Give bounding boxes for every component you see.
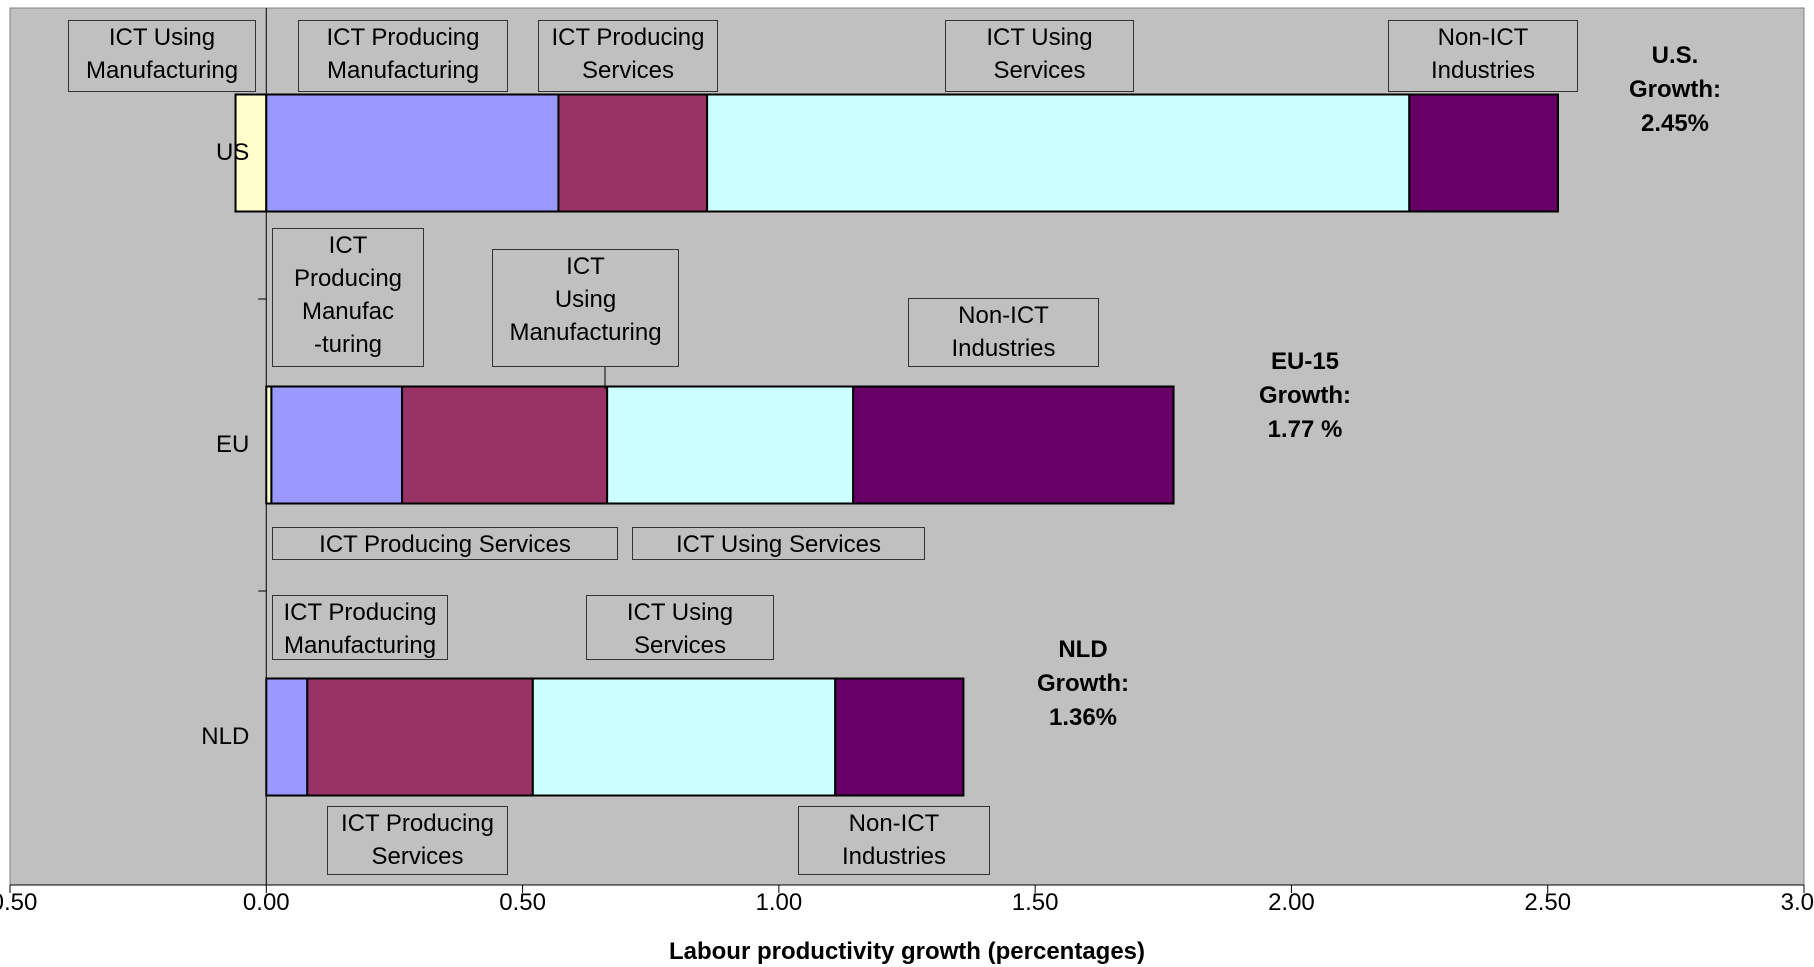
category-label: NLD [201,723,250,750]
annotation-line: ICT Producing [326,24,480,51]
annotation-line: Manufacturing [509,319,662,346]
annotation-box: ICT Producing Services [538,20,718,92]
annotation-line: Manufac [301,298,395,325]
growth-label-line: EU-15 [1270,348,1340,375]
annotation-box: Non-ICT Industries [1388,20,1578,92]
x-tick-label: 0.50 [499,889,546,916]
annotation-line: Manufacturing [283,632,437,659]
growth-label-line: U.S. [1651,42,1699,69]
annotation-box: Non-ICT Industries [798,806,990,875]
annotation-line: ICT Producing [341,810,494,837]
annotation-line: ICT Using [626,599,734,626]
growth-label-line: Growth: [1629,76,1721,103]
annotation-box: ICT Producing Services [327,806,508,875]
annotation-box: ICT Producing Manufacturing [298,20,508,92]
bar-segment [606,385,855,505]
annotation-line: Industries [841,843,947,870]
bar-segment [834,677,965,797]
bar-segment [557,93,709,213]
x-tick-label: 1.00 [755,889,803,916]
annotation-line: ICT Using Services [676,531,881,558]
annotation-line: ICT Using [986,24,1093,51]
annotation-line: -turing [313,331,383,358]
growth-label-line: Growth: [1259,382,1351,409]
bar-segment [306,677,534,797]
annotation-box: ICT Using Manufacturing [492,249,679,367]
bar-segment [531,677,837,797]
x-tick-label: -0.50 [0,889,38,916]
x-tick-label: 3.00 [1780,889,1814,916]
annotation-box: Non-ICT Industries [908,298,1099,367]
annotation-line: Services [633,632,727,659]
bar-segment [706,93,1411,213]
annotation-box: ICT Using Services [632,527,925,560]
annotation-line: ICT [328,232,368,259]
annotation-box: ICT Producing Manufac -turing [272,228,424,367]
annotation-line: ICT Producing Services [319,531,571,558]
annotation-line: ICT [566,253,605,280]
annotation-box: ICT Using Services [945,20,1134,92]
growth-label: NLD Growth: 1.36% [1003,633,1163,735]
annotation-line: Manufacturing [85,57,239,84]
annotation-line: Industries [1430,57,1536,84]
annotation-line: Producing [293,265,403,292]
x-tick-label: 2.00 [1268,889,1315,916]
annotation-line: Manufacturing [326,57,480,84]
annotation-line: Industries [951,335,1056,362]
annotation-line: Non-ICT [1437,24,1529,51]
annotation-line: ICT Producing [551,24,705,51]
growth-label: U.S. Growth: 2.45% [1595,39,1755,141]
bar-segment [1408,93,1559,213]
bar-segment [852,385,1175,505]
growth-label-line: NLD [1058,636,1108,663]
x-tick-label: 1.50 [1011,889,1059,916]
annotation-box: ICT Producing Manufacturing [272,595,448,660]
category-label: EU [215,431,250,458]
annotation-box: ICT Producing Services [272,527,618,560]
annotation-line: Services [581,57,675,84]
bar-segment [401,385,609,505]
annotation-line: Using [554,286,617,313]
bar-segment [234,93,268,213]
annotation-line: ICT Producing [283,599,437,626]
bar-segment [265,677,309,797]
annotation-line: ICT Using [108,24,216,51]
x-axis-title: Labour productivity growth (percentages) [668,938,1146,965]
annotation-line: Non-ICT [958,302,1049,329]
annotation-line: Non-ICT [848,810,940,837]
category-label: US [215,139,250,166]
bar-segment [270,385,404,505]
growth-label-line: Growth: [1037,670,1129,697]
annotation-box: ICT Using Services [586,595,774,660]
annotation-box: ICT Using Manufacturing [68,20,256,92]
growth-label: EU-15 Growth: 1.77 % [1225,345,1385,447]
annotation-line: Services [371,843,464,870]
growth-label-line: 2.45% [1640,110,1710,137]
bar-segment [265,93,560,213]
x-tick-label: 2.50 [1524,889,1572,916]
x-tick-label: 0.00 [242,889,290,916]
annotation-line: Services [993,57,1086,84]
growth-label-line: 1.36% [1048,704,1118,731]
growth-label-line: 1.77 % [1267,416,1343,443]
